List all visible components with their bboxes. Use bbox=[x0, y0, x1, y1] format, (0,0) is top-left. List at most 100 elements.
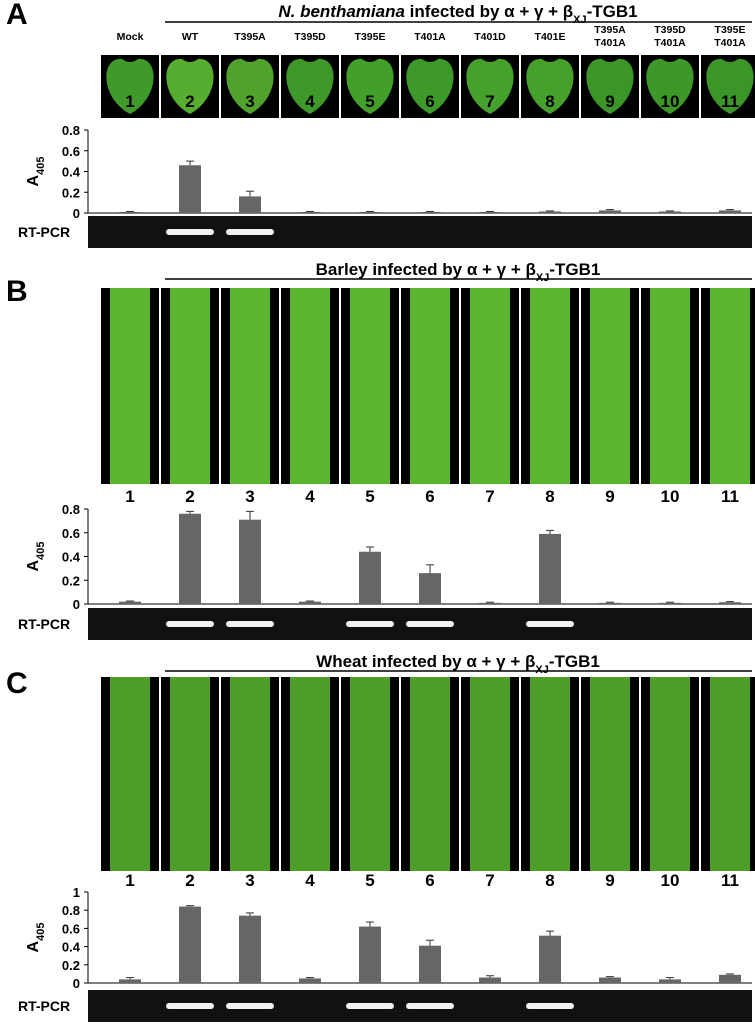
sample-number: 8 bbox=[545, 487, 554, 506]
bar bbox=[359, 211, 381, 213]
y-label-sub: 405 bbox=[35, 923, 47, 941]
gel-band bbox=[526, 1003, 574, 1009]
sample-number: 11 bbox=[721, 92, 739, 111]
error-bar bbox=[306, 210, 314, 212]
leaf-blade bbox=[350, 288, 390, 484]
error-bar bbox=[186, 905, 194, 907]
y-axis-label: A405 bbox=[25, 157, 47, 187]
y-tick-label: 1 bbox=[73, 885, 80, 900]
bar bbox=[239, 196, 261, 213]
sample-number: 5 bbox=[365, 92, 374, 111]
bar bbox=[539, 935, 561, 983]
panel-letter: A bbox=[6, 0, 28, 31]
leaf-blade bbox=[530, 677, 570, 871]
sample-number: 6 bbox=[425, 92, 434, 111]
y-tick-label: 0.4 bbox=[62, 550, 81, 565]
y-axis-label: A405 bbox=[25, 542, 47, 572]
sample-number: 8 bbox=[545, 871, 554, 890]
treatment-label: T395A bbox=[234, 31, 266, 43]
treatment-label: T395E bbox=[715, 24, 746, 36]
leaf-blade bbox=[230, 677, 270, 871]
leaf bbox=[646, 58, 694, 114]
panel-title: N. benthamiana infected by α + γ + βXJ-T… bbox=[278, 2, 637, 26]
sample-number: 10 bbox=[661, 487, 680, 506]
error-bar bbox=[186, 160, 194, 166]
leaf-blade bbox=[530, 288, 570, 484]
sample-number: 10 bbox=[661, 871, 680, 890]
y-label-main: A bbox=[25, 174, 42, 186]
sample-number: 6 bbox=[425, 487, 434, 506]
error-bar bbox=[426, 939, 434, 946]
sample-number: 6 bbox=[425, 871, 434, 890]
sample-number: 3 bbox=[245, 92, 254, 111]
bar bbox=[659, 211, 681, 213]
bar bbox=[479, 977, 501, 983]
bar bbox=[419, 945, 441, 983]
sample-number: 7 bbox=[485, 487, 494, 506]
sample-number: 4 bbox=[305, 871, 315, 890]
bar bbox=[479, 602, 501, 604]
bar bbox=[719, 602, 741, 604]
y-label-main: A bbox=[25, 940, 42, 952]
gel-band bbox=[166, 229, 214, 235]
y-tick-label: 0 bbox=[73, 976, 80, 991]
error-bar bbox=[366, 210, 374, 212]
leaf bbox=[706, 58, 754, 114]
leaf bbox=[526, 58, 574, 114]
bar bbox=[599, 977, 621, 983]
panel-letter: C bbox=[6, 667, 28, 700]
bar bbox=[599, 210, 621, 213]
sample-number: 2 bbox=[185, 487, 194, 506]
y-tick-label: 0.4 bbox=[62, 165, 81, 180]
leaf-blade bbox=[590, 288, 630, 484]
error-bar bbox=[546, 529, 554, 534]
sample-number: 4 bbox=[305, 487, 315, 506]
treatment-label: T401E bbox=[535, 31, 566, 43]
gel-band bbox=[226, 1003, 274, 1009]
panel-title: Wheat infected by α + γ + βXJ-TGB1 bbox=[316, 652, 600, 676]
leaf bbox=[406, 58, 454, 114]
title-part: XJ bbox=[535, 664, 548, 676]
y-tick-label: 0.2 bbox=[62, 573, 80, 588]
error-bar bbox=[486, 975, 494, 978]
error-bar bbox=[546, 210, 554, 212]
sample-number: 8 bbox=[545, 92, 554, 111]
gel-band bbox=[226, 229, 274, 235]
y-label-sub: 405 bbox=[35, 157, 47, 175]
bar bbox=[239, 519, 261, 604]
leaf-blade bbox=[350, 677, 390, 871]
treatment-label: WT bbox=[182, 31, 199, 43]
leaf-blade bbox=[710, 677, 750, 871]
sample-number: 11 bbox=[721, 871, 739, 890]
leaf-blade bbox=[710, 288, 750, 484]
bar bbox=[659, 602, 681, 604]
leaf-blade bbox=[470, 677, 510, 871]
leaf-blade bbox=[410, 288, 450, 484]
error-bar bbox=[306, 600, 314, 602]
error-bar bbox=[606, 976, 614, 978]
title-part: -TGB1 bbox=[549, 260, 600, 279]
bar bbox=[119, 211, 141, 213]
title-part: Barley infected by α + γ + β bbox=[316, 260, 536, 279]
title-part: Wheat infected by α + γ + β bbox=[316, 652, 535, 671]
y-tick-label: 0.6 bbox=[62, 144, 80, 159]
treatment-label: T401A bbox=[714, 37, 746, 49]
leaf-blade bbox=[110, 677, 150, 871]
y-tick-label: 0.4 bbox=[62, 940, 81, 955]
leaf-blade bbox=[170, 677, 210, 871]
gel-band bbox=[346, 621, 394, 627]
error-bar bbox=[126, 977, 134, 980]
treatment-label: T395D bbox=[654, 24, 686, 36]
error-bar bbox=[246, 510, 254, 520]
error-bar bbox=[486, 601, 494, 603]
sample-number: 2 bbox=[185, 92, 194, 111]
treatment-label: Mock bbox=[117, 31, 144, 43]
bar bbox=[539, 211, 561, 213]
error-bar bbox=[606, 601, 614, 603]
error-bar bbox=[126, 600, 134, 602]
bar bbox=[299, 601, 321, 604]
leaf-blade bbox=[470, 288, 510, 484]
sample-number: 7 bbox=[485, 871, 494, 890]
sample-number: 9 bbox=[605, 871, 614, 890]
